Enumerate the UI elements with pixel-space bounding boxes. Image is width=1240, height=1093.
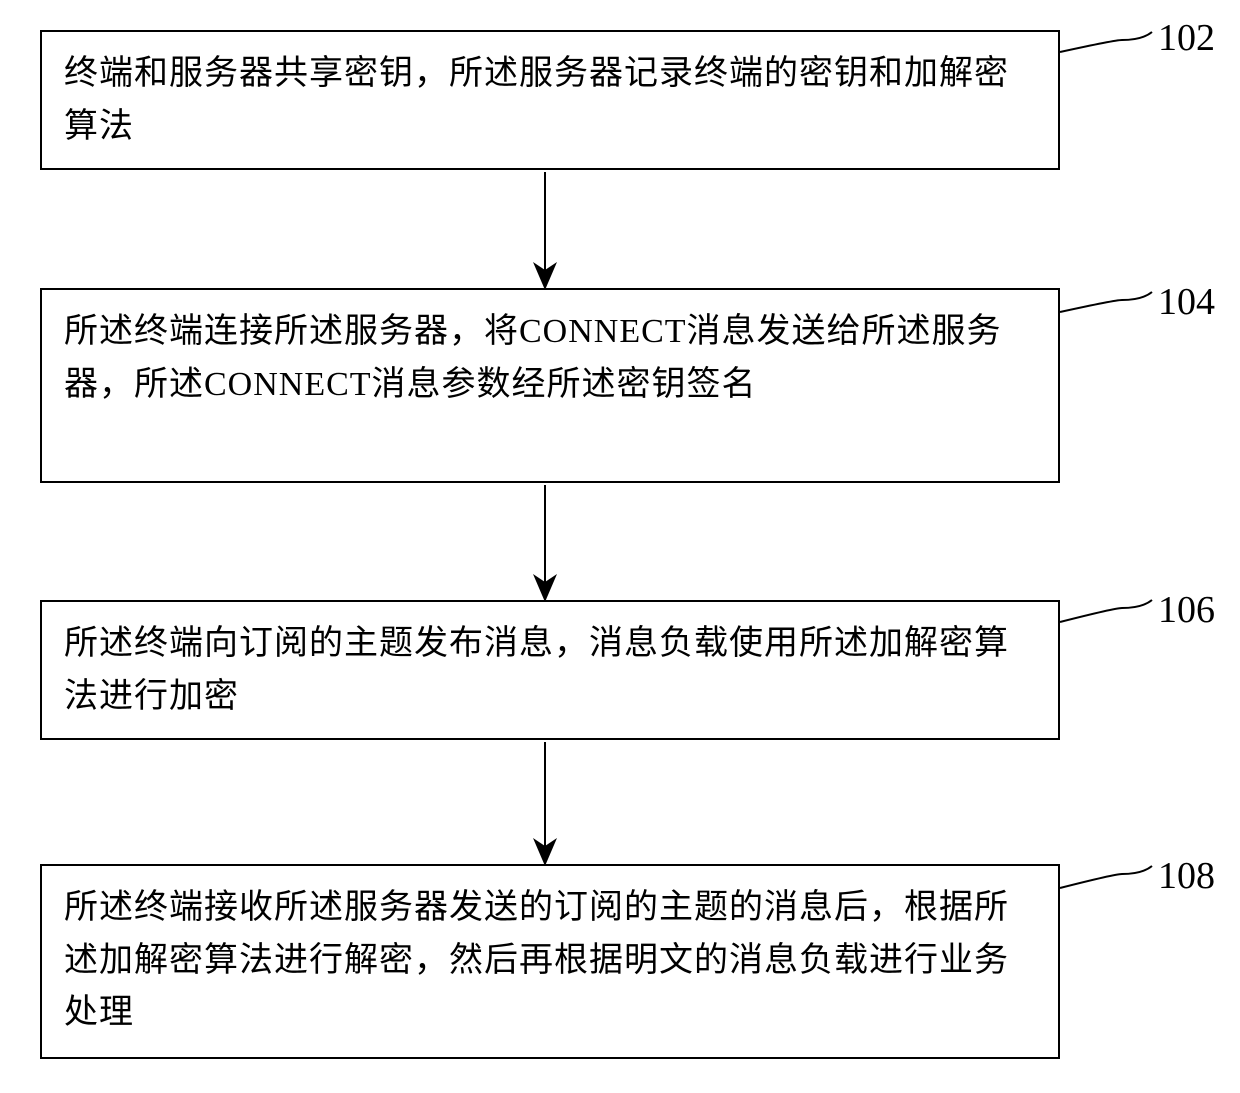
callout-102	[1060, 32, 1152, 52]
flow-step-102-label: 102	[1158, 16, 1215, 60]
flow-step-104: 所述终端连接所述服务器，将CONNECT消息发送给所述服务器，所述CONNECT…	[40, 288, 1060, 483]
flow-step-106: 所述终端向订阅的主题发布消息，消息负载使用所述加解密算法进行加密	[40, 600, 1060, 740]
flow-step-108: 所述终端接收所述服务器发送的订阅的主题的消息后，根据所述加解密算法进行解密，然后…	[40, 864, 1060, 1059]
flow-step-102-text: 终端和服务器共享密钥，所述服务器记录终端的密钥和加解密算法	[64, 48, 1036, 153]
flow-step-106-text: 所述终端向订阅的主题发布消息，消息负载使用所述加解密算法进行加密	[64, 618, 1036, 723]
callout-108	[1060, 866, 1152, 888]
flowchart-container: 终端和服务器共享密钥，所述服务器记录终端的密钥和加解密算法 102 所述终端连接…	[0, 0, 1240, 1093]
flow-step-108-text: 所述终端接收所述服务器发送的订阅的主题的消息后，根据所述加解密算法进行解密，然后…	[64, 882, 1036, 1040]
flow-step-106-label: 106	[1158, 588, 1215, 632]
flow-step-102: 终端和服务器共享密钥，所述服务器记录终端的密钥和加解密算法	[40, 30, 1060, 170]
callout-106	[1060, 600, 1152, 622]
flow-step-108-label: 108	[1158, 854, 1215, 898]
flow-step-104-label: 104	[1158, 280, 1215, 324]
callout-104	[1060, 292, 1152, 312]
flow-step-104-text: 所述终端连接所述服务器，将CONNECT消息发送给所述服务器，所述CONNECT…	[64, 306, 1036, 411]
